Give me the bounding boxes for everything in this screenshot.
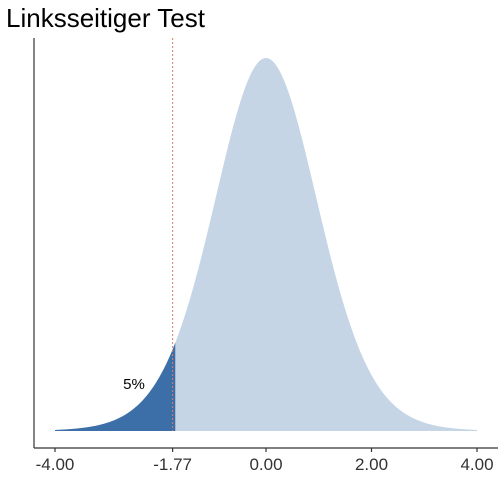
x-tick-label: 4.00 [460,455,493,474]
density-area [55,58,477,431]
x-tick-label: -1.77 [153,455,192,474]
alpha-label: 5% [123,376,145,393]
x-tick-label: 0.00 [249,455,282,474]
plot-area: 5% [55,38,477,431]
chart-title: Linksseitiger Test [6,3,206,33]
x-tick-label: 2.00 [355,455,388,474]
x-ticks: -4.00 -1.77 0.00 2.00 4.00 [36,448,494,474]
x-tick-label: -4.00 [36,455,75,474]
rejection-region-area [55,342,176,431]
